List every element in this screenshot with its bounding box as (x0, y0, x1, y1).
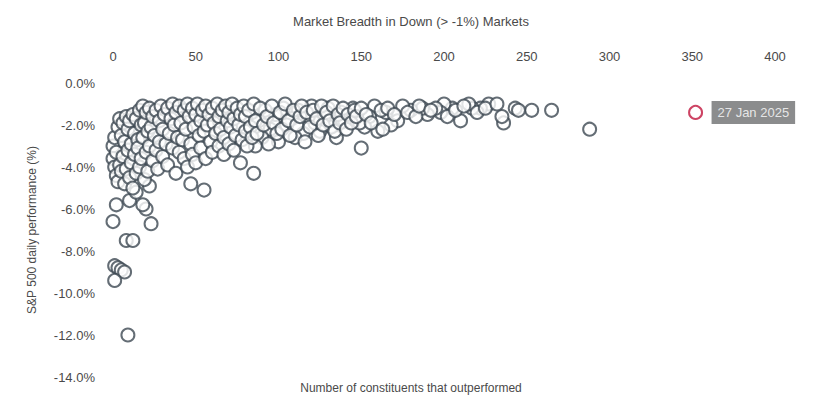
svg-text:-6.0%: -6.0% (61, 202, 95, 217)
svg-text:-14.0%: -14.0% (54, 370, 96, 385)
svg-text:-8.0%: -8.0% (61, 244, 95, 259)
svg-text:S&P 500 daily performance (%): S&P 500 daily performance (%) (25, 146, 39, 314)
svg-text:400: 400 (764, 49, 786, 64)
svg-text:50: 50 (189, 49, 203, 64)
svg-text:300: 300 (599, 49, 621, 64)
svg-text:250: 250 (516, 49, 538, 64)
svg-text:Market Breadth in Down (> -1%): Market Breadth in Down (> -1%) Markets (293, 14, 529, 29)
svg-text:0: 0 (109, 49, 116, 64)
svg-text:150: 150 (350, 49, 372, 64)
svg-text:-10.0%: -10.0% (54, 286, 96, 301)
svg-text:-4.0%: -4.0% (61, 160, 95, 175)
svg-text:0.0%: 0.0% (65, 76, 95, 91)
svg-text:350: 350 (681, 49, 703, 64)
svg-text:100: 100 (268, 49, 290, 64)
svg-text:-12.0%: -12.0% (54, 328, 96, 343)
svg-text:27 Jan 2025: 27 Jan 2025 (718, 105, 790, 120)
svg-text:-2.0%: -2.0% (61, 118, 95, 133)
svg-text:Number of constituents that ou: Number of constituents that outperformed (300, 381, 521, 395)
svg-text:200: 200 (433, 49, 455, 64)
